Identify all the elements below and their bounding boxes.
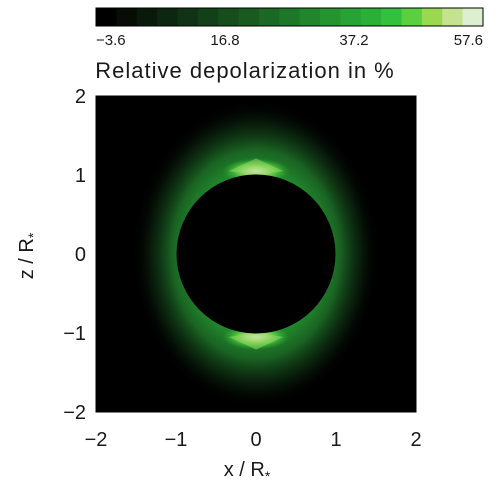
wedge-north xyxy=(228,158,284,176)
colorbar-swatch xyxy=(421,8,443,26)
y-tick-label: 0 xyxy=(75,244,86,266)
colorbar-swatch xyxy=(116,8,138,26)
x-axis-ticks: −2 −1 0 1 2 xyxy=(85,429,422,451)
colorbar-swatch xyxy=(401,8,423,26)
x-axis-label: x / R* xyxy=(224,459,271,484)
colorbar-swatch xyxy=(279,8,301,26)
colorbar-border xyxy=(95,7,484,27)
y-tick-label: 2 xyxy=(75,86,86,108)
y-axis-ticks: −2 −1 0 1 2 xyxy=(63,86,86,424)
colorbar-ticks: −3.6 16.8 37.2 57.6 xyxy=(96,32,483,49)
x-tick-label: 0 xyxy=(250,429,261,451)
colorbar-tick-label: 57.6 xyxy=(454,32,483,49)
colorbar-swatch xyxy=(442,8,464,26)
colorbar-tick-label: 16.8 xyxy=(210,32,239,49)
x-tick-label: 1 xyxy=(330,429,341,451)
colorbar-swatch xyxy=(238,8,260,26)
colorbar-swatch xyxy=(197,8,219,26)
x-tick-label: −2 xyxy=(85,429,108,451)
plot-area xyxy=(95,95,417,413)
colorbar-tick-label: 37.2 xyxy=(339,32,368,49)
y-tick-label: 1 xyxy=(75,165,86,187)
wedge-south xyxy=(228,332,284,350)
colorbar-swatch xyxy=(136,8,158,26)
colorbar-swatch xyxy=(320,8,341,26)
colorbar-swatch xyxy=(381,8,403,26)
colorbar xyxy=(95,7,484,27)
plot-border xyxy=(95,95,417,413)
colorbar-swatch xyxy=(340,8,362,26)
colorbar-swatch xyxy=(462,8,484,26)
colorbar-swatch xyxy=(218,8,240,26)
occulting-disk xyxy=(176,174,336,334)
plot-frame xyxy=(95,95,417,413)
y-axis-label: z / R* xyxy=(16,232,41,279)
colorbar-tick-label: −3.6 xyxy=(96,32,126,49)
colorbar-swatch xyxy=(299,8,321,26)
x-tick-label: 2 xyxy=(410,429,421,451)
colorbar-swatch xyxy=(157,8,178,26)
x-tick-label: −1 xyxy=(165,429,188,451)
colorbar-swatch xyxy=(177,8,199,26)
chart-title: Relative depolarization in % xyxy=(95,58,395,83)
colorbar-swatch xyxy=(360,8,382,26)
colorbar-swatch xyxy=(258,8,280,26)
y-tick-label: −2 xyxy=(63,402,86,424)
colorbar-swatch xyxy=(96,8,117,26)
y-tick-label: −1 xyxy=(63,323,86,345)
